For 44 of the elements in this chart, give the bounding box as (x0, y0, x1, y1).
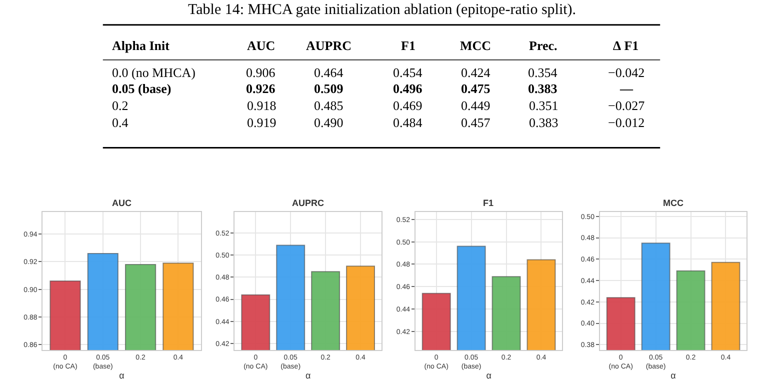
text: ∆ F1 (613, 38, 639, 53)
text: 0.926 (246, 81, 276, 96)
text: 0.449 (461, 98, 490, 113)
text: 0.383 (528, 81, 558, 96)
text: — (619, 81, 634, 96)
x-axis-title: α (486, 370, 492, 380)
text: 0.457 (461, 115, 491, 130)
text: 0.918 (247, 98, 276, 113)
text: 0.2 (112, 98, 128, 113)
text: Table 14: MHCA gate initialization ablation (epitope-ratio split). (188, 2, 576, 18)
text: 0.383 (529, 115, 558, 130)
text: 0.490 (314, 115, 344, 130)
text: −0.012 (608, 115, 645, 130)
text: MCC (460, 38, 492, 53)
text: −0.027 (608, 98, 646, 113)
text: 0.424 (461, 65, 491, 80)
text: 0.485 (314, 98, 344, 113)
text: 0.509 (314, 81, 344, 96)
text: 0.919 (247, 115, 276, 130)
text: AUC (247, 38, 276, 53)
text: 0.475 (461, 81, 491, 96)
text: Prec. (529, 38, 558, 53)
text: 0.351 (529, 98, 558, 113)
text: 0.0 (no MHCA) (112, 65, 196, 80)
text: F1 (401, 38, 416, 53)
chart-title: MCC (663, 198, 684, 208)
text: 0.4 (112, 115, 129, 130)
text: 0.05 (base) (112, 81, 172, 96)
x-axis-title: α (305, 370, 311, 380)
x-axis-title: α (670, 370, 676, 380)
chart-title: F1 (483, 198, 494, 208)
text: 0.469 (393, 98, 422, 113)
text: −0.042 (608, 65, 645, 80)
chart-title: AUC (112, 198, 132, 208)
text: Alpha Init (112, 38, 170, 53)
x-axis-title: α (119, 370, 124, 380)
text: 0.906 (246, 65, 276, 80)
text: 0.464 (314, 65, 344, 80)
chart-title: AUPRC (292, 198, 324, 208)
text: 0.454 (393, 65, 423, 80)
text: 0.496 (393, 81, 423, 96)
text: 0.354 (528, 65, 558, 80)
text: AUPRC (306, 38, 352, 53)
text: 0.484 (393, 115, 423, 130)
